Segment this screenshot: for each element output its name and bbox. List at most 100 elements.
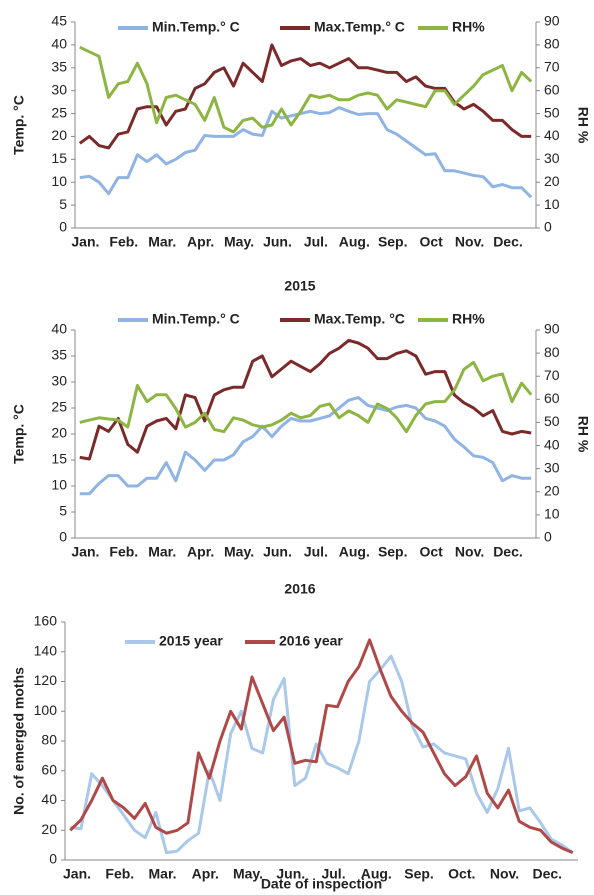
x-tick-label: Aug. [339,544,370,560]
x-tick-label: Aug. [339,234,370,250]
y-axis-label: Temp. °C [11,95,27,155]
x-tick-label: Jan. [71,544,99,560]
y2-tick-label: 90 [544,13,560,29]
y-tick-label: 25 [51,399,67,415]
y2-tick-label: 20 [544,173,560,189]
y-tick-label: 60 [41,761,57,777]
legend-label: 2015 year [159,633,223,649]
x-tick-label: Oct [419,544,443,560]
y-tick-label: 0 [49,851,57,867]
y2-tick-label: 90 [544,321,560,337]
legend-label: Max.Temp.° C [314,19,405,35]
y2-tick-label: 10 [544,196,560,212]
y-tick-label: 15 [51,150,67,166]
x-tick-label: Jul. [321,866,345,882]
x-tick-label: Sep. [404,866,434,882]
y-tick-label: 30 [51,373,67,389]
y-tick-label: 40 [51,36,67,52]
x-tick-label: Dec. [493,544,523,560]
x-tick-label: Jan. [71,234,99,250]
y2-axis-label: RH % [575,416,591,453]
series-line [79,360,533,434]
y-axis-label: No. of emerged moths [11,667,27,815]
x-tick-label: Nov. [490,866,519,882]
series-line [70,654,574,855]
series-line [79,396,532,496]
x-tick-label: Jul. [304,234,328,250]
series-line [69,638,574,854]
y2-tick-label: 20 [544,482,560,498]
x-tick-label: Jun. [263,234,292,250]
y2-tick-label: 0 [544,219,552,235]
x-tick-label: May. [224,234,254,250]
y2-tick-label: 70 [544,367,560,383]
x-tick-label: Nov. [455,544,484,560]
y2-tick-label: 40 [544,127,560,143]
caption: 2015 [284,278,315,294]
x-tick-label: Apr. [187,234,214,250]
series-line [79,45,533,134]
x-tick-label: Apr. [187,544,214,560]
x-tick-label: Mar. [148,234,176,250]
y2-tick-label: 10 [544,506,560,522]
y2-tick-label: 70 [544,58,560,74]
y2-tick-label: 30 [544,150,560,166]
y-tick-label: 25 [51,104,67,120]
y-tick-label: 20 [41,821,57,837]
x-tick-label: Nov. [455,234,484,250]
y-tick-label: 160 [34,613,58,629]
legend-label: RH% [452,19,485,35]
y-tick-label: 35 [51,347,67,363]
x-tick-label: Feb. [105,866,134,882]
y-tick-label: 20 [51,425,67,441]
x-tick-label: Dec. [532,866,562,882]
y2-tick-label: 40 [544,436,560,452]
x-tick-label: Mar. [149,866,177,882]
x-tick-label: Feb. [109,234,138,250]
y-tick-label: 0 [59,529,67,545]
legend-label: RH% [452,311,485,327]
x-axis-label: Date of inspection [261,876,382,892]
y-tick-label: 45 [51,13,67,29]
y2-tick-label: 0 [544,529,552,545]
series-line [79,338,532,461]
y-tick-label: 140 [34,642,58,658]
y-tick-label: 35 [51,58,67,74]
y2-tick-label: 50 [544,413,560,429]
x-tick-label: May. [224,544,254,560]
legend-label: Min.Temp.° C [152,311,240,327]
x-tick-label: Oct [419,234,443,250]
x-tick-label: Apr. [192,866,219,882]
y-tick-label: 30 [51,81,67,97]
y2-tick-label: 50 [544,104,560,120]
x-tick-label: Jun. [276,866,305,882]
x-tick-label: Feb. [109,544,138,560]
y-tick-label: 5 [59,196,67,212]
y-tick-label: 20 [51,127,67,143]
y-tick-label: 40 [41,791,57,807]
x-tick-label: Sep. [378,544,408,560]
y2-tick-label: 60 [544,390,560,406]
y2-tick-label: 80 [544,344,560,360]
y-tick-label: 5 [59,503,67,519]
legend-label: Min.Temp.° C [152,19,240,35]
y2-tick-label: 60 [544,81,560,97]
x-tick-label: Oct. [448,866,475,882]
y2-axis-label: RH % [575,107,591,144]
y-tick-label: 40 [51,321,67,337]
y-tick-label: 10 [51,477,67,493]
x-tick-label: Mar. [148,544,176,560]
legend-label: 2016 year [279,633,343,649]
y-tick-label: 0 [59,219,67,235]
y-tick-label: 100 [34,702,58,718]
y-tick-label: 80 [41,732,57,748]
x-tick-label: Dec. [493,234,523,250]
series-line [79,106,533,199]
y-axis-label: Temp. °C [11,404,27,464]
x-tick-label: Jun. [263,544,292,560]
x-tick-label: May. [233,866,263,882]
y-tick-label: 10 [51,173,67,189]
y-tick-label: 120 [34,672,58,688]
legend-label: Max.Temp. °C [314,311,405,327]
